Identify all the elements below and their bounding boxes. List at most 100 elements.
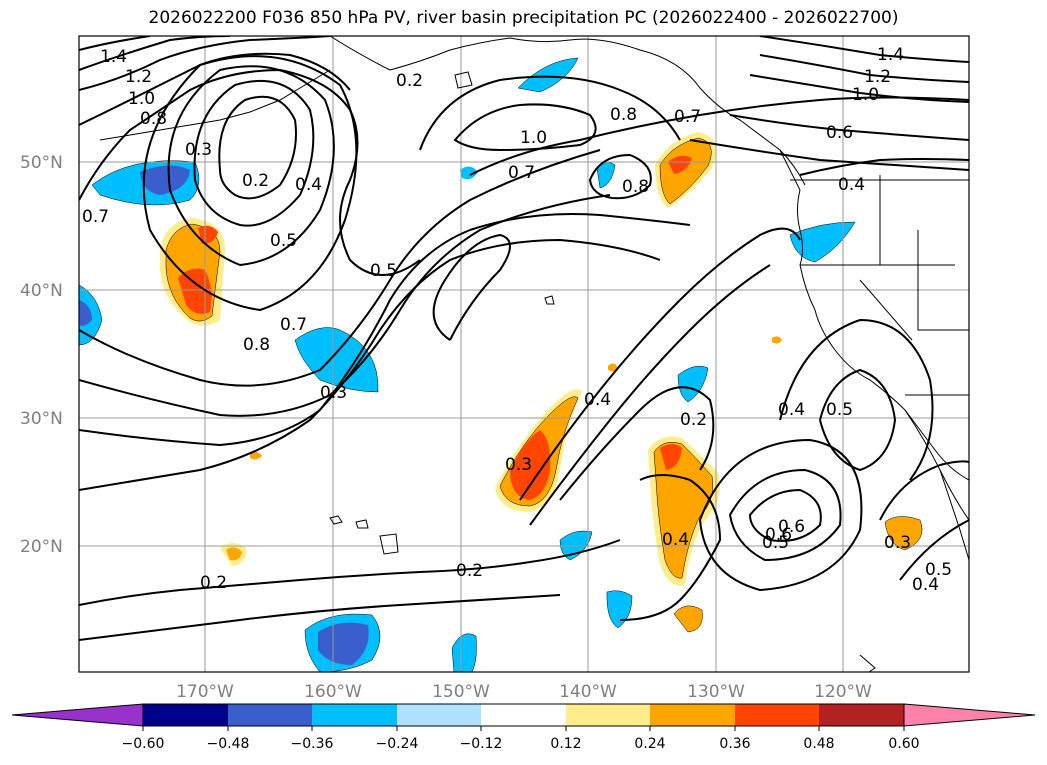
neg-region <box>789 221 856 263</box>
contour-label: 0.4 <box>778 400 805 420</box>
colorbar-segment <box>819 704 904 726</box>
neg-region-core <box>79 300 92 326</box>
precip-shading-positive <box>160 132 923 633</box>
map-frame <box>78 35 970 673</box>
colorbar-tick-label: 0.60 <box>888 736 919 752</box>
aleutians <box>99 69 331 141</box>
colorbar-segment <box>312 704 397 726</box>
lat-label-40n: 40°N <box>20 281 63 301</box>
contour-label: 0.4 <box>295 175 322 195</box>
hawaii-3 <box>379 533 399 555</box>
colorbar-tick-label: −0.60 <box>122 736 165 752</box>
contour-0.4-trough <box>519 227 801 501</box>
contour-label: 0.6 <box>765 525 792 545</box>
pos-region-mid <box>659 137 712 205</box>
lon-label-160w: 160°W <box>304 682 362 702</box>
alaska-coast <box>329 36 806 186</box>
colorbar-segment <box>566 704 650 726</box>
contour-0.8-mid <box>79 149 601 387</box>
contour-0.2-trough <box>559 386 715 501</box>
contour-label: 0.4 <box>838 175 865 195</box>
contour-0.5-low <box>142 55 358 312</box>
lon-label-150w: 150°W <box>432 682 490 702</box>
colorbar-tick-label: −0.12 <box>460 736 503 752</box>
colorbar-segment <box>143 704 228 726</box>
contour-0.3-south <box>79 594 561 641</box>
contour-0.6-low-se <box>748 488 822 542</box>
contour-label: 0.2 <box>456 561 483 581</box>
contour-label: 0.8 <box>243 335 270 355</box>
island-2 <box>544 295 555 305</box>
baja <box>904 409 969 521</box>
contour-label: 0.8 <box>140 109 167 129</box>
pos-region <box>250 451 262 460</box>
lon-label-120w: 120°W <box>814 682 872 702</box>
contour-label: 0.2 <box>680 410 707 430</box>
neg-region <box>460 166 478 180</box>
contour-label: 0.3 <box>884 533 911 553</box>
pos-region <box>884 516 923 551</box>
contour-label: 1.0 <box>520 128 547 148</box>
contour-0.5-trough <box>432 233 511 341</box>
contour-0.4-east-big <box>779 318 934 481</box>
contour-1.4-east <box>759 36 969 63</box>
neg-region-core <box>140 165 190 195</box>
lat-label-30n: 30°N <box>20 409 63 429</box>
contour-0.8-alaska <box>419 75 681 151</box>
colorbar-ticks <box>142 726 905 731</box>
contour-0.2-low <box>218 95 297 200</box>
contour-1.0-east <box>749 74 969 103</box>
contour-1.2-east <box>759 54 969 83</box>
contour-0.3-se <box>879 460 969 521</box>
contour-label: 1.0 <box>852 85 879 105</box>
contour-label: 1.2 <box>125 67 152 87</box>
colorbar-segment <box>481 704 566 726</box>
pos-region-core <box>178 268 212 314</box>
contour-0.3-low <box>193 79 315 227</box>
colorbar-extend-low <box>11 703 144 727</box>
contour-1.0-west <box>79 36 331 91</box>
lat-label-20n: 20°N <box>20 537 63 557</box>
contour-label: 0.4 <box>584 390 611 410</box>
contour-0.7-west <box>79 68 421 276</box>
colorbar-segment <box>735 704 819 726</box>
map-title: 2026022200 F036 850 hPa PV, river basin … <box>148 8 899 28</box>
contour-label: 0.6 <box>826 123 853 143</box>
hawaii-2 <box>355 519 369 529</box>
pos-region <box>226 547 242 561</box>
colorbar-outline <box>142 703 905 727</box>
colorbar-segment <box>228 704 312 726</box>
neg-region-core <box>318 622 369 665</box>
neg-region <box>517 57 579 93</box>
precip-shading <box>79 57 856 672</box>
island-1 <box>454 71 473 89</box>
coastlines <box>99 36 969 672</box>
contour-label: 0.5 <box>370 261 397 281</box>
longitude-labels: 170°W 160°W 150°W 140°W 130°W 120°W <box>176 682 872 702</box>
pos-region-core <box>668 155 692 174</box>
island-3 <box>859 654 876 672</box>
contour-label: 0.4 <box>662 530 689 550</box>
contour-label: 0.7 <box>508 163 535 183</box>
lon-label-130w: 130°W <box>687 682 745 702</box>
lon-label-140w: 140°W <box>559 682 617 702</box>
pv-contours <box>79 36 969 641</box>
colorbar-segment <box>397 704 481 726</box>
contour-label: 1.2 <box>864 67 891 87</box>
contour-label: 0.8 <box>622 177 649 197</box>
contour-label: 0.3 <box>185 140 212 160</box>
contour-0.4-east <box>799 158 969 176</box>
gridlines <box>79 36 969 672</box>
contour-label: 0.8 <box>610 105 637 125</box>
colorbar: −0.60 −0.48 −0.36 −0.24 −0.12 0.12 0.24 … <box>11 703 1036 752</box>
contour-0.3-trough <box>529 264 771 526</box>
contour-label: 1.4 <box>877 45 904 65</box>
state-border-4 <box>859 279 913 341</box>
colorbar-extend-high <box>903 703 1036 727</box>
contour-1.0-alaska <box>453 103 597 152</box>
contour-label: 0.4 <box>912 575 939 595</box>
contour-label: 0.5 <box>762 533 789 553</box>
pos-region <box>673 605 703 633</box>
colorbar-tick-label: 0.24 <box>634 736 665 752</box>
bc-coast <box>779 149 803 266</box>
